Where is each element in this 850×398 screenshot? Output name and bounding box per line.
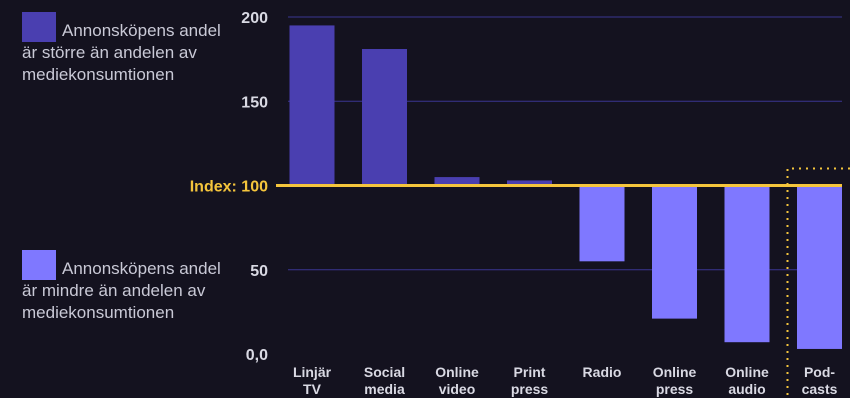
x-tick-label: Radio <box>583 364 622 380</box>
x-tick-label: Online audio <box>725 364 769 397</box>
x-tick-label-line: Print <box>514 364 546 380</box>
legend-label-above: Annonsköpens andel är större än andelen … <box>22 21 221 84</box>
bar <box>434 177 480 186</box>
y-tick-label: 150 <box>241 94 268 111</box>
x-tick-label-line: press <box>656 381 694 397</box>
y-tick-label: 200 <box>241 10 268 27</box>
legend-above: Annonsköpens andel är större än andelen … <box>22 12 222 86</box>
x-tick-label-line: casts <box>802 381 838 397</box>
x-tick-label-line: Pod- <box>804 364 835 380</box>
x-tick-label-line: Online <box>435 364 479 380</box>
x-tick-label-line: Radio <box>583 364 622 380</box>
x-tick-label: Online video <box>435 364 479 397</box>
x-tick-label: Online press <box>653 364 697 397</box>
x-tick-label-line: Online <box>725 364 769 380</box>
bar <box>724 185 770 343</box>
bar <box>797 185 842 349</box>
x-tick-label-line: Social <box>364 364 405 380</box>
x-tick-label-line: Online <box>653 364 697 380</box>
x-tick-label: Social media <box>364 364 405 397</box>
legend-below: Annonsköpens andel är mindre än andelen … <box>22 250 222 324</box>
x-tick-label: Pod-casts <box>802 364 838 397</box>
bar <box>507 180 552 186</box>
x-tick-label-line: media <box>364 381 405 397</box>
legend-label-below: Annonsköpens andel är mindre än andelen … <box>22 259 221 322</box>
legend-swatch-below <box>22 250 56 280</box>
y-tick-label: 50 <box>250 263 268 280</box>
x-tick-label: Print press <box>511 364 549 397</box>
bar <box>362 49 407 186</box>
bar <box>579 185 625 262</box>
bar <box>289 25 335 186</box>
x-tick-label-line: press <box>511 381 549 397</box>
index-label: Index: 100 <box>190 179 268 196</box>
x-tick-label-line: video <box>439 381 476 397</box>
x-tick-label-line: audio <box>728 381 765 397</box>
y-tick-label: 0,0 <box>246 347 268 364</box>
x-tick-label-line: Linjär <box>293 364 332 380</box>
legend-swatch-above <box>22 12 56 42</box>
x-tick-label: Linjär TV <box>293 364 332 397</box>
bar <box>652 185 697 319</box>
x-tick-label-line: TV <box>303 381 322 397</box>
